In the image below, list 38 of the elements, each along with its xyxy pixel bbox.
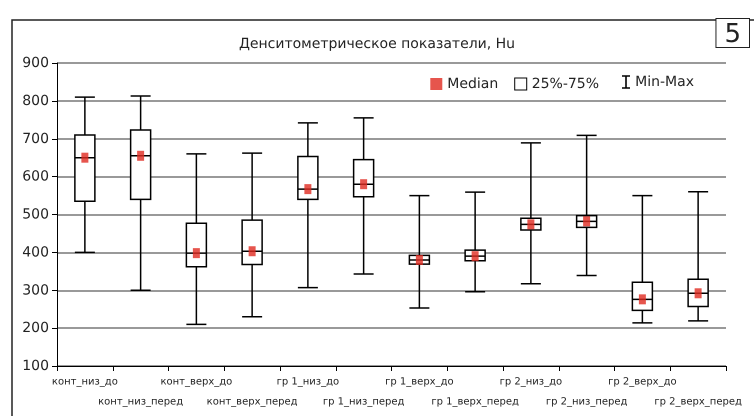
point [248, 246, 256, 256]
x-tick-label: конт_верх_перед [206, 396, 298, 408]
x-tick-label: конт_низ_перед [98, 396, 184, 408]
point [137, 150, 144, 161]
y-tick-label: 500 [22, 206, 49, 222]
y-tick-label: 300 [22, 282, 49, 298]
y-tick-label: 100 [22, 358, 49, 374]
chart-title: Денситометрическое показатели, Hu [238, 36, 516, 52]
x-tick-label: гр 2_низ_перед [546, 396, 628, 408]
legend-label: 25%-75% [532, 76, 600, 92]
y-tick-label: 700 [22, 130, 49, 147]
x-tick-label: гр 2_верх_перед [654, 396, 742, 408]
annotation: Min-Max [635, 74, 694, 90]
x-tick-label: гр 2_низ_до [500, 376, 562, 388]
y-tick-label: 200 [22, 320, 49, 336]
x-tick-label: гр 2_верх_до [608, 376, 677, 388]
y-tick-label: 400 [22, 244, 49, 260]
legend-label: Median [447, 76, 498, 92]
y-tick-label: 900 [22, 55, 49, 71]
point [527, 219, 534, 230]
y-tick-label: 600 [22, 168, 49, 185]
point [304, 184, 312, 194]
point [192, 248, 200, 258]
y-tick-label: 800 [22, 92, 49, 109]
point [81, 152, 88, 163]
x-tick-label: гр 1_верх_перед [431, 396, 519, 408]
point [694, 288, 702, 298]
x-tick-label: конт_верх_до [160, 376, 232, 388]
x-tick-label: гр 1_низ_до [276, 376, 340, 388]
x-tick-label: гр 1_верх_до [385, 376, 454, 388]
point [472, 251, 479, 262]
x-tick-label: конт_низ_до [52, 376, 118, 388]
point [638, 294, 646, 304]
point [360, 179, 368, 190]
x-tick-label: гр 1_низ_перед [322, 396, 405, 408]
point [583, 216, 590, 226]
point [416, 254, 423, 265]
text: 5 [724, 19, 742, 49]
